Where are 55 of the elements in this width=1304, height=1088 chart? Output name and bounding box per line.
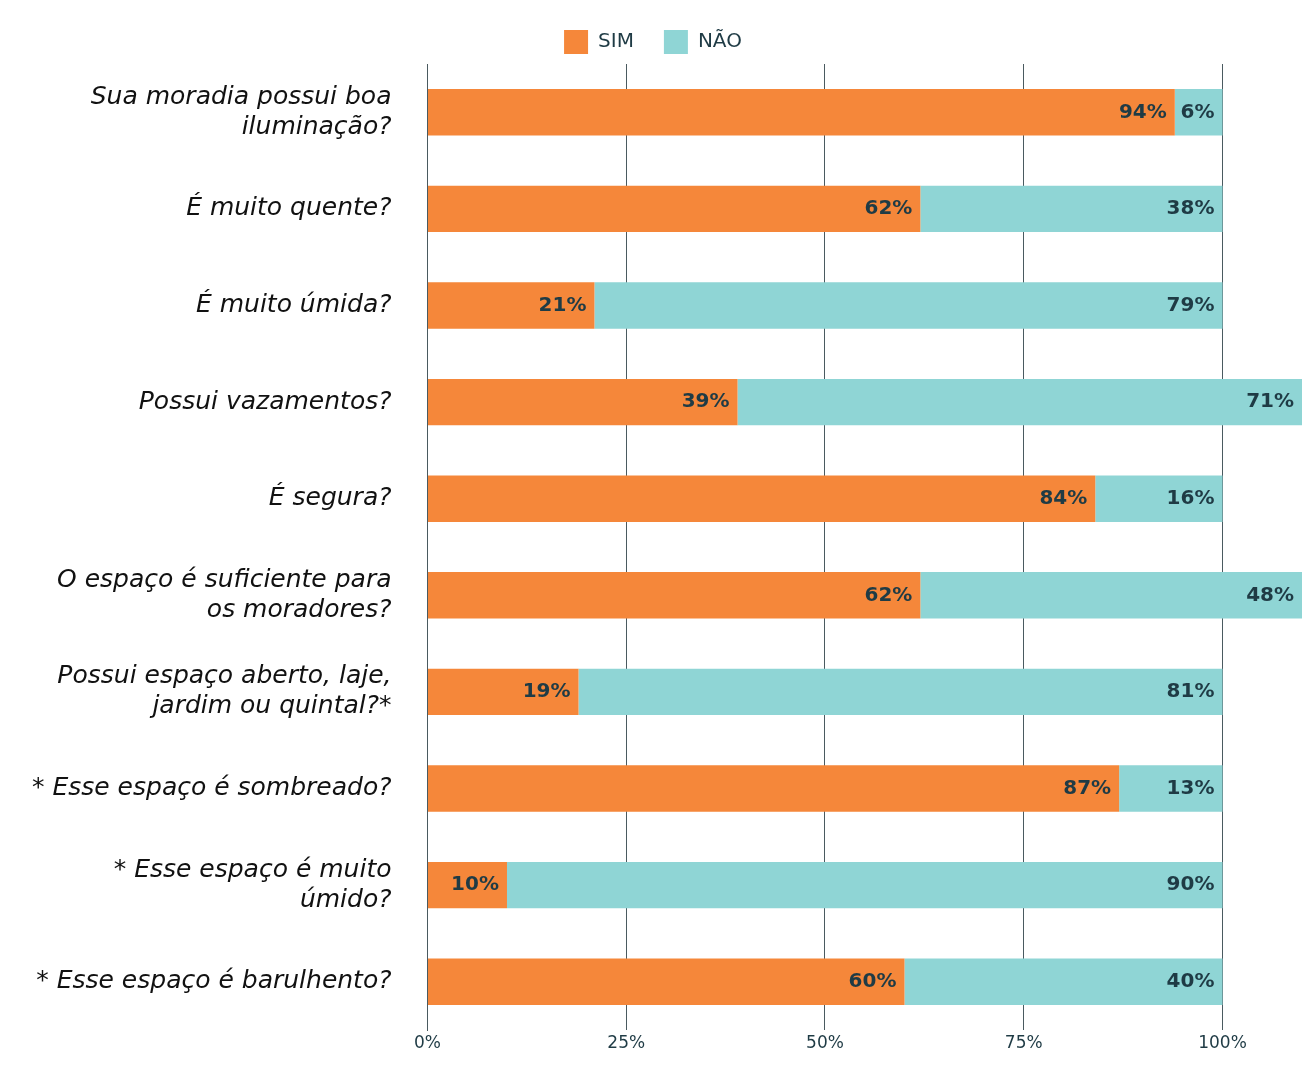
- bar: [427, 668, 579, 716]
- x-tick-label: 100%: [1198, 1031, 1247, 1052]
- data-label: 39%: [681, 388, 730, 413]
- data-label: 40%: [1166, 967, 1215, 992]
- y-tick-label: * Esse espaço é barulhento?: [36, 965, 392, 995]
- data-label: 79%: [1166, 291, 1215, 316]
- data-label: 84%: [1039, 484, 1088, 509]
- y-tick-label: É segura?: [268, 482, 392, 512]
- bar: [427, 475, 1096, 522]
- bar: [427, 185, 921, 233]
- data-label: 21%: [538, 291, 587, 316]
- x-tick-label: 25%: [607, 1031, 646, 1052]
- data-label: 62%: [864, 581, 913, 606]
- bar: [594, 282, 1223, 329]
- bar: [427, 572, 921, 619]
- y-tick-label: Sua moradia possui boa iluminação?: [90, 80, 392, 140]
- data-label: 38%: [1166, 195, 1215, 220]
- data-label: 6%: [1180, 98, 1215, 123]
- legend-label: SIM: [598, 28, 634, 53]
- bar: [1119, 765, 1223, 812]
- y-tick-label: * Esse espaço é sombreado?: [31, 772, 392, 801]
- data-label: 60%: [848, 967, 897, 992]
- legend-label: NÃO: [697, 28, 742, 53]
- x-tick-label: 0%: [413, 1031, 441, 1052]
- x-tick-label: 75%: [1004, 1031, 1043, 1052]
- y-tick-label: É muito úmida?: [195, 289, 392, 318]
- data-label: 13%: [1166, 774, 1215, 799]
- data-label: 87%: [1063, 774, 1112, 799]
- data-label: 62%: [864, 195, 913, 220]
- bar: [920, 572, 1302, 619]
- data-label: 71%: [1246, 388, 1294, 413]
- y-tick-label: * Esse espaço é muito úmido?: [113, 853, 392, 913]
- x-tick-label: 50%: [806, 1031, 844, 1052]
- bar: [1095, 475, 1223, 522]
- bar: [904, 958, 1223, 1005]
- data-label: 19%: [522, 678, 571, 703]
- bar: [427, 958, 905, 1005]
- bar: [427, 89, 1175, 136]
- data-label: 16%: [1166, 484, 1215, 509]
- bar: [427, 282, 595, 329]
- bar: [737, 378, 1302, 426]
- bar: [427, 765, 1120, 812]
- bar: [578, 668, 1223, 716]
- bar: [506, 861, 1223, 909]
- y-tick-label: Possui espaço aberto, laje, jardim ou quintal?*: [57, 660, 392, 720]
- y-tick-label: É muito quente?: [186, 192, 392, 222]
- data-label: 81%: [1166, 678, 1215, 703]
- bar: [920, 185, 1223, 233]
- y-tick-label: Possui vazamentos?: [138, 385, 392, 415]
- data-label: 48%: [1246, 581, 1294, 606]
- data-label: 90%: [1166, 871, 1215, 896]
- data-label: 10%: [451, 871, 499, 896]
- y-tick-label: O espaço é suficiente para os moradores?: [57, 563, 392, 623]
- data-label: 94%: [1118, 98, 1167, 123]
- bar: [427, 378, 738, 426]
